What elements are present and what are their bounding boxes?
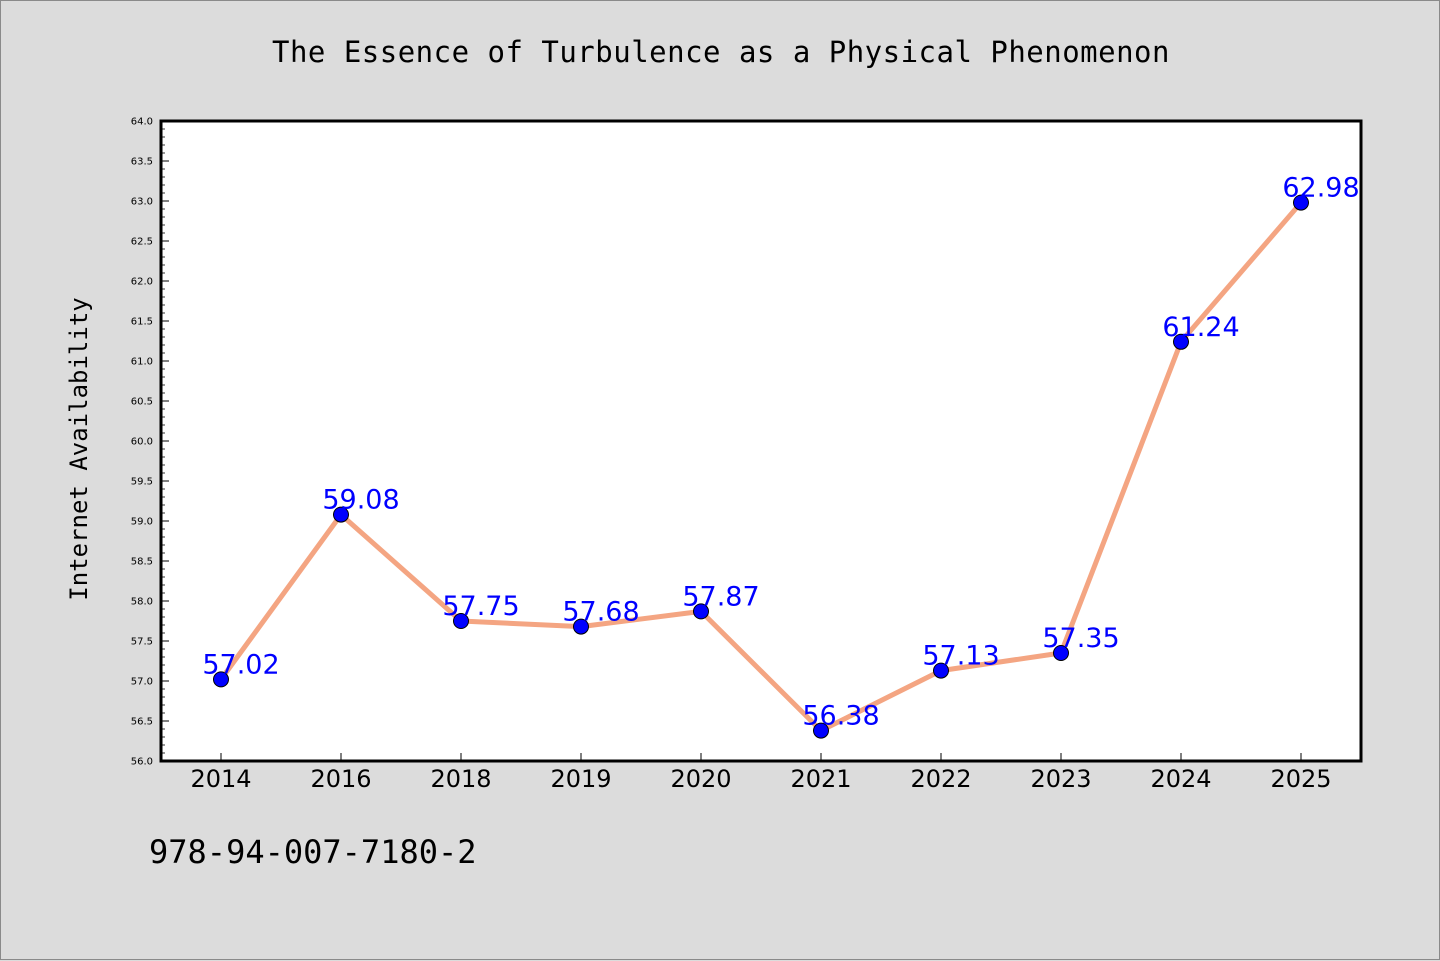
x-tick-label: 2018	[430, 765, 491, 793]
y-tick-label: 62.0	[131, 277, 153, 288]
data-point	[933, 662, 949, 679]
data-label: 57.02	[202, 649, 279, 680]
y-tick-label: 60.0	[131, 437, 153, 448]
x-tick-label: 2021	[790, 765, 851, 793]
footer-isbn: 978-94-007-7180-2	[149, 833, 477, 871]
plot-area	[159, 119, 1363, 763]
x-tick-label: 2019	[550, 765, 611, 793]
data-label: 59.08	[322, 485, 399, 516]
y-tick-label: 57.0	[131, 677, 153, 688]
y-tick-label: 56.5	[131, 717, 153, 728]
y-tick-label: 56.0	[131, 757, 153, 768]
y-tick-label: 63.0	[131, 197, 153, 208]
data-label: 57.68	[562, 597, 639, 628]
x-tick-label: 2024	[1150, 765, 1211, 793]
data-point	[813, 722, 829, 739]
y-tick-label: 60.5	[131, 397, 153, 408]
y-tick-label: 58.5	[131, 557, 153, 568]
data-label: 57.35	[1042, 623, 1119, 654]
data-label: 62.98	[1282, 173, 1359, 204]
data-point	[213, 671, 229, 688]
x-tick-label: 2025	[1270, 765, 1331, 793]
y-tick-label: 64.0	[131, 117, 153, 128]
x-tick-label: 2016	[310, 765, 371, 793]
series-line	[218, 200, 1304, 734]
data-label: 56.38	[802, 701, 879, 732]
data-label: 57.13	[922, 641, 999, 672]
data-point	[1173, 333, 1189, 350]
series-layer: 57.02 59.08 57.75 57.68 57.87 56.38 57.13 57.35…	[202, 173, 1360, 739]
data-label: 57.87	[682, 581, 759, 612]
y-tick-label: 61.5	[131, 317, 153, 328]
data-point	[1053, 645, 1069, 661]
y-tick-label: 62.5	[131, 237, 153, 248]
data-point	[573, 618, 589, 635]
chart-title: The Essence of Turbulence as a Physical …	[272, 35, 1170, 69]
x-tick-label: 2023	[1030, 765, 1091, 793]
y-tick-label: 63.5	[131, 157, 153, 168]
x-tick-label: 2014	[190, 765, 251, 793]
x-tick-label: 2020	[670, 765, 731, 793]
data-point	[693, 603, 709, 620]
data-label: 57.75	[442, 591, 519, 622]
y-tick-label: 61.0	[131, 357, 153, 368]
x-tick-label: 2022	[910, 765, 971, 793]
y-tick-label: 57.5	[131, 637, 153, 648]
data-point	[1293, 194, 1309, 211]
data-label: 61.24	[1162, 312, 1239, 343]
y-axis: 56.0 56.5 57.0 57.5 58.0 58.5 59.0 59.5 60.0 60.5…	[131, 117, 169, 768]
y-axis-label: Internet Availability	[65, 297, 93, 600]
data-point	[333, 506, 349, 523]
y-tick-label: 59.5	[131, 477, 153, 488]
x-axis: 2014 2016 2018 2019 2020 2021 2022 2023 2024 2025	[190, 753, 1332, 793]
data-point	[453, 613, 469, 629]
y-tick-label: 59.0	[131, 517, 153, 528]
y-tick-label: 58.0	[131, 597, 153, 608]
